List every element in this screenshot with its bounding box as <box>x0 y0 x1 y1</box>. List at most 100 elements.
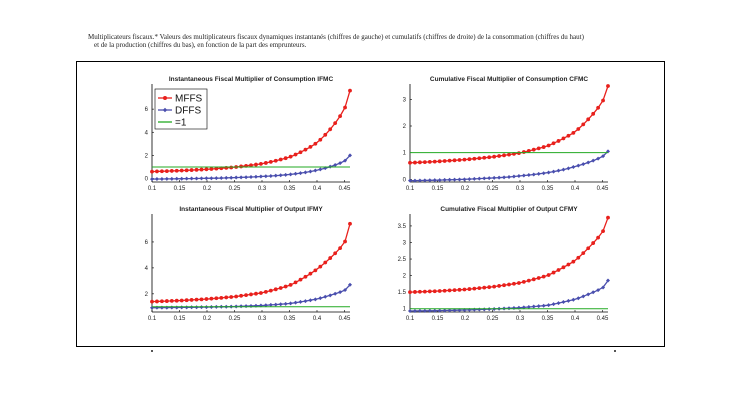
data-point-mffs <box>502 283 506 288</box>
data-point-mffs <box>283 284 288 289</box>
data-point-mffs <box>174 168 179 173</box>
chart-cfmc: Cumulative Fiscal Multiplier of Consumpt… <box>403 76 610 192</box>
data-point-dffs <box>179 176 184 181</box>
data-point-dffs <box>566 298 571 303</box>
data-point-dffs <box>526 173 531 178</box>
data-point-dffs <box>164 305 169 310</box>
data-point-mffs <box>576 127 581 131</box>
data-point-dffs <box>457 177 462 182</box>
data-point-mffs <box>303 274 308 279</box>
x-tick-label: 0.35 <box>542 316 554 322</box>
data-point-mffs <box>591 111 596 116</box>
data-point-dffs <box>417 308 422 313</box>
data-point-mffs <box>477 156 482 161</box>
data-point-dffs <box>333 291 338 296</box>
data-point-dffs <box>606 278 610 283</box>
data-point-dffs <box>591 290 596 295</box>
x-tick-label: 0.15 <box>432 316 444 322</box>
data-point-dffs <box>442 308 447 313</box>
data-point-dffs <box>516 173 521 178</box>
data-point-dffs <box>303 170 308 175</box>
data-point-dffs <box>601 154 606 159</box>
legend-label-mffs: MFFS <box>175 94 203 105</box>
legend-marker-mffs <box>163 96 167 100</box>
figure-caption: Multiplicateurs fiscaux.* Valeurs des mu… <box>88 33 648 49</box>
data-point-dffs <box>293 171 298 176</box>
data-point-dffs <box>283 172 288 177</box>
data-point-dffs <box>546 303 551 308</box>
data-point-dffs <box>427 308 432 313</box>
data-point-dffs <box>467 177 472 182</box>
data-point-mffs <box>293 280 298 285</box>
data-point-mffs <box>502 153 506 158</box>
data-point-mffs <box>259 291 263 295</box>
data-point-mffs <box>338 114 342 118</box>
data-point-mffs <box>204 167 209 172</box>
data-point-mffs <box>254 162 258 167</box>
data-point-dffs <box>422 178 427 183</box>
data-point-mffs <box>150 169 154 174</box>
data-point-mffs <box>160 299 164 304</box>
data-point-mffs <box>531 147 536 152</box>
data-point-dffs <box>239 304 244 309</box>
data-point-dffs <box>159 176 164 181</box>
data-point-dffs <box>447 177 452 182</box>
data-point-mffs <box>507 282 511 287</box>
chart-title: Cumulative Fiscal Multiplier of Output C… <box>440 206 578 213</box>
data-point-mffs <box>566 262 571 267</box>
data-point-dffs <box>536 171 541 176</box>
data-point-mffs <box>288 282 293 287</box>
data-point-dffs <box>551 302 556 307</box>
data-point-dffs <box>268 173 273 178</box>
data-point-mffs <box>517 281 521 285</box>
data-point-dffs <box>288 172 293 177</box>
data-point-mffs <box>541 274 546 279</box>
data-point-dffs <box>189 176 194 181</box>
data-point-mffs <box>551 270 556 275</box>
data-point-mffs <box>293 152 298 157</box>
y-tick-label: 1.5 <box>398 290 407 296</box>
data-point-dffs <box>169 305 174 310</box>
data-point-dffs <box>541 171 546 176</box>
data-point-mffs <box>278 286 283 290</box>
x-tick-label: 0.4 <box>313 186 322 192</box>
data-point-mffs <box>571 259 576 264</box>
data-point-mffs <box>174 298 179 303</box>
legend-label-eq1: =1 <box>175 118 187 129</box>
data-point-mffs <box>551 141 556 146</box>
x-tick-label: 0.1 <box>406 316 415 322</box>
data-point-dffs <box>308 298 313 303</box>
data-point-mffs <box>437 289 442 293</box>
data-point-dffs <box>278 173 283 178</box>
data-point-dffs <box>313 168 318 173</box>
data-point-mffs <box>194 167 199 172</box>
data-point-mffs <box>601 98 605 103</box>
data-point-dffs <box>412 178 417 183</box>
data-point-dffs <box>214 176 219 181</box>
data-point-mffs <box>179 298 184 303</box>
data-point-mffs <box>526 278 531 283</box>
x-tick-label: 0.3 <box>516 316 525 322</box>
data-point-dffs <box>502 175 507 180</box>
data-point-mffs <box>229 295 234 299</box>
chart-cfmy: Cumulative Fiscal Multiplier of Output C… <box>398 206 610 322</box>
data-point-mffs <box>268 288 273 293</box>
x-tick-label: 0.25 <box>229 316 241 322</box>
data-point-mffs <box>418 289 422 294</box>
chart-title: Instantaneous Fiscal Multiplier of Consu… <box>169 76 334 83</box>
data-point-dffs <box>477 176 482 181</box>
data-point-dffs <box>521 173 526 178</box>
data-point-dffs <box>561 300 566 305</box>
data-point-dffs <box>298 299 303 304</box>
data-point-mffs <box>308 144 313 149</box>
data-point-mffs <box>571 130 576 135</box>
data-point-mffs <box>318 264 323 269</box>
data-point-mffs <box>427 159 432 164</box>
data-point-mffs <box>531 277 536 282</box>
data-point-mffs <box>546 273 551 277</box>
data-point-mffs <box>160 169 164 174</box>
x-tick-label: 0.4 <box>571 186 580 192</box>
y-tick-label: 6 <box>145 107 149 113</box>
data-point-dffs <box>303 299 308 304</box>
data-point-mffs <box>298 150 303 155</box>
